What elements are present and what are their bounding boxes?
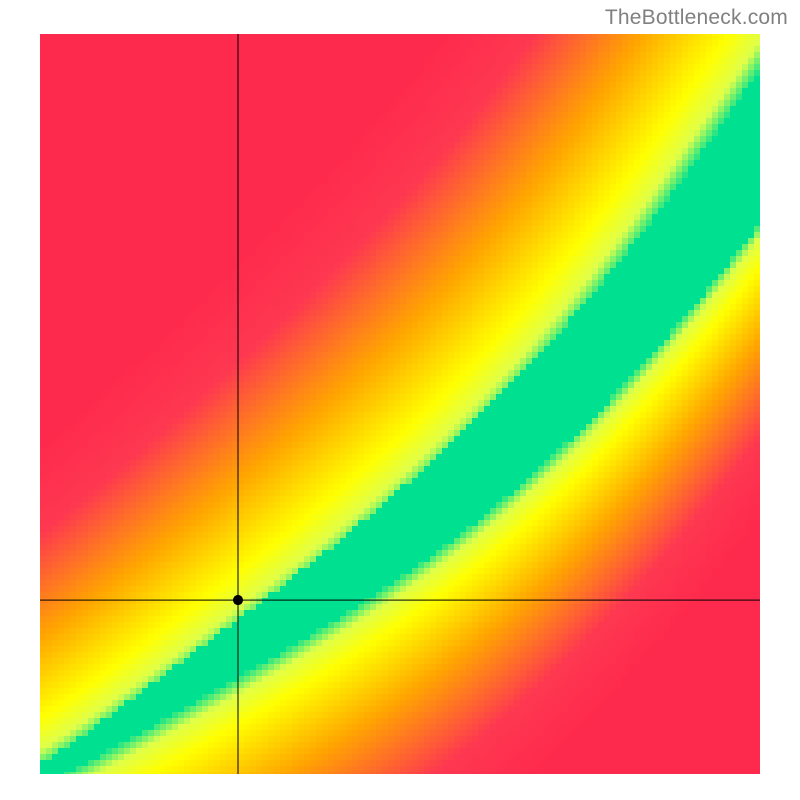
watermark-text: TheBottleneck.com: [605, 6, 788, 30]
heatmap-plot: [40, 34, 760, 774]
heatmap-canvas: [40, 34, 760, 774]
